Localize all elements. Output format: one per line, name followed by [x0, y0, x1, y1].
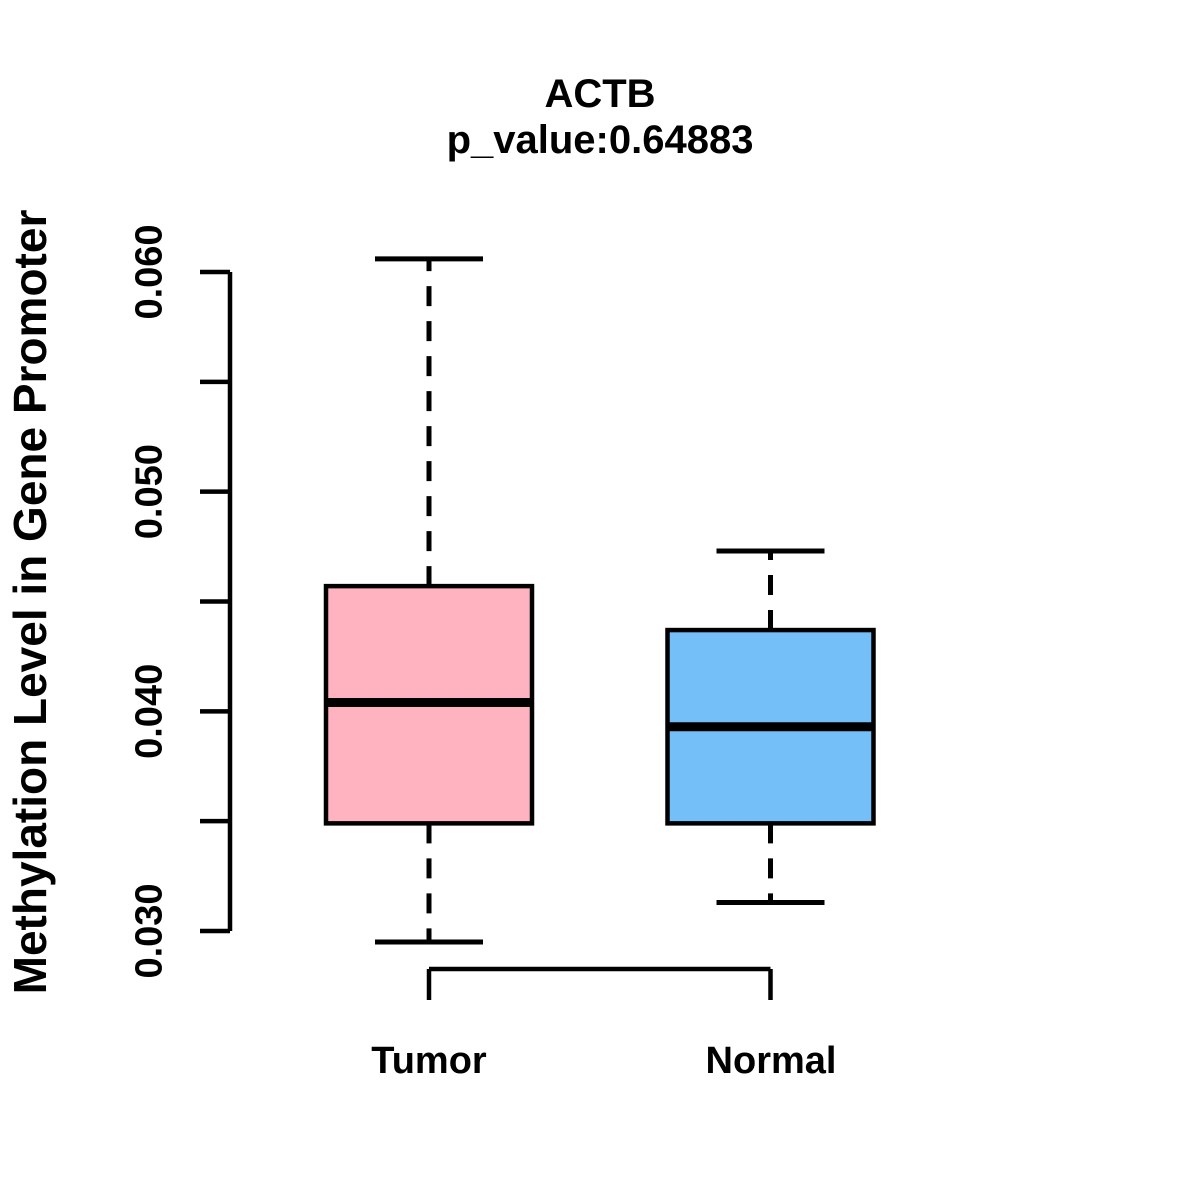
category-label-normal: Normal [705, 1040, 837, 1082]
y-tick-label: 0.050 [129, 444, 171, 539]
y-tick-label: 0.030 [129, 883, 171, 978]
chart-subtitle: p_value:0.64883 [446, 118, 754, 162]
category-label-tumor: Tumor [371, 1040, 487, 1082]
y-tick-label: 0.060 [129, 224, 171, 319]
y-tick-label: 0.040 [129, 664, 171, 759]
chart-title: ACTB [544, 72, 656, 116]
